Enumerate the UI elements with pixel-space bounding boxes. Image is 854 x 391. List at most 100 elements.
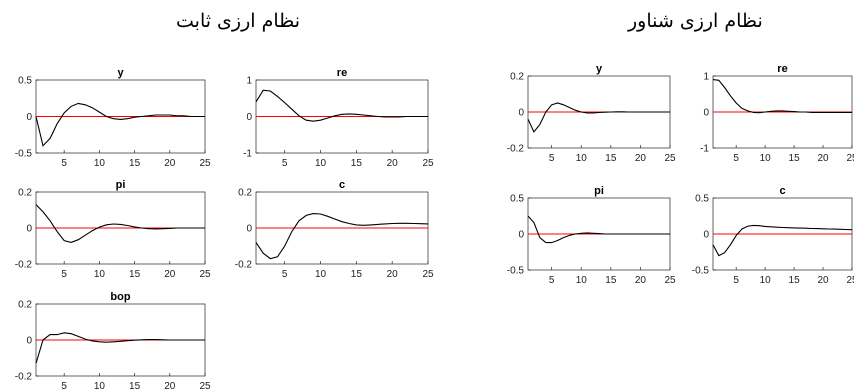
fixed-y-point bbox=[99, 112, 100, 113]
fixed-c-point bbox=[420, 223, 421, 224]
fixed-re-point bbox=[427, 116, 428, 117]
float-c-point bbox=[765, 226, 766, 227]
float-y-point bbox=[610, 111, 611, 112]
fixed-pi-xtick-label: 5 bbox=[61, 269, 67, 280]
fixed-c-point bbox=[298, 220, 299, 221]
float-re-title: re bbox=[777, 63, 787, 75]
fixed-y-point bbox=[169, 114, 170, 115]
float-pi-point bbox=[652, 233, 653, 234]
fixed-re-point bbox=[399, 116, 400, 117]
fixed-bop-ytick-label: -0.2 bbox=[15, 372, 33, 383]
float-re-ytick-label: 0 bbox=[703, 108, 709, 119]
float-re-point bbox=[828, 112, 829, 113]
fixed-re-point bbox=[420, 116, 421, 117]
float-pi-xtick-label: 20 bbox=[635, 275, 647, 286]
float-y-point bbox=[575, 110, 576, 111]
float-y-point bbox=[634, 111, 635, 112]
float-pi-point bbox=[646, 233, 647, 234]
fixed-c-point bbox=[263, 253, 264, 254]
float-c-title: c bbox=[779, 185, 785, 197]
float-c-point bbox=[822, 228, 823, 229]
float-y-ytick-label: 0.2 bbox=[510, 72, 524, 83]
fixed-regime-title: نظام ارزی ثابت bbox=[176, 10, 301, 32]
fixed-re-point bbox=[320, 120, 321, 121]
float-re-point bbox=[799, 111, 800, 112]
fixed-c-point bbox=[341, 221, 342, 222]
float-y-point bbox=[628, 111, 629, 112]
fixed-c-xtick-label: 5 bbox=[282, 269, 288, 280]
float-pi-point bbox=[628, 233, 629, 234]
fixed-bop-point bbox=[57, 334, 58, 335]
float-re-point bbox=[765, 111, 766, 112]
fixed-c-title: c bbox=[339, 179, 345, 191]
float-re-ytick-label: -1 bbox=[700, 144, 709, 155]
fixed-bop-point bbox=[35, 363, 36, 364]
float-pi-xtick-label: 10 bbox=[576, 275, 588, 286]
fixed-bop-xtick-label: 10 bbox=[94, 381, 106, 391]
fixed-bop-point bbox=[155, 339, 156, 340]
float-c-point bbox=[712, 244, 713, 245]
float-c-ytick-label: 0.5 bbox=[695, 194, 709, 205]
fixed-bop-response-line bbox=[35, 332, 205, 364]
float-pi-point bbox=[610, 233, 611, 234]
float-pi-point bbox=[563, 237, 564, 238]
float-y-point bbox=[616, 111, 617, 112]
fixed-bop-point bbox=[64, 332, 65, 333]
fixed-re-point bbox=[334, 115, 335, 116]
float-pi-point bbox=[593, 233, 594, 234]
float-pi-ytick-label: 0 bbox=[518, 230, 524, 241]
float-y-point bbox=[664, 111, 665, 112]
fixed-y-point bbox=[162, 114, 163, 115]
float-re-point bbox=[851, 112, 852, 113]
float-c-point bbox=[840, 229, 841, 230]
fixed-re-ytick-label: -1 bbox=[243, 149, 252, 160]
fixed-c-point bbox=[406, 223, 407, 224]
fixed-bop-point bbox=[169, 339, 170, 340]
float-re-point bbox=[811, 112, 812, 113]
fixed-c-point bbox=[370, 224, 371, 225]
float-c-point bbox=[718, 255, 719, 256]
fixed-bop-point bbox=[134, 340, 135, 341]
fixed-re-xtick-label: 5 bbox=[282, 158, 288, 169]
float-pi-point bbox=[587, 232, 588, 233]
fixed-re-title: re bbox=[337, 67, 347, 79]
fixed-y-response-line bbox=[35, 102, 205, 147]
float-re-point bbox=[730, 95, 731, 96]
float-y-point bbox=[622, 111, 623, 112]
float-y-point bbox=[569, 107, 570, 108]
fixed-c-point bbox=[255, 242, 256, 243]
fixed-c-panel: 0.2 0 -0.2 5 10 15 20 25 c bbox=[235, 179, 434, 280]
fixed-y-point bbox=[113, 118, 114, 119]
float-re-xtick-label: 5 bbox=[733, 153, 739, 164]
float-pi-point bbox=[634, 233, 635, 234]
fixed-pi-ytick-label: 0 bbox=[26, 224, 32, 235]
fixed-c-point bbox=[313, 213, 314, 214]
fixed-c-point bbox=[399, 223, 400, 224]
fixed-y-point bbox=[176, 115, 177, 116]
float-y-point bbox=[640, 111, 641, 112]
fixed-re-xtick-label: 10 bbox=[315, 158, 327, 169]
fixed-y-xtick-label: 20 bbox=[164, 158, 176, 169]
float-re-point bbox=[770, 111, 771, 112]
float-pi-point bbox=[557, 240, 558, 241]
fixed-y-point bbox=[71, 106, 72, 107]
fixed-c-response-line bbox=[255, 213, 429, 260]
float-re-point bbox=[822, 112, 823, 113]
float-c-panel: 0.5 0 -0.5 5 10 15 20 25 c bbox=[692, 185, 854, 286]
float-y-point bbox=[527, 119, 528, 120]
fixed-pi-ytick-label: 0.2 bbox=[18, 188, 32, 199]
fixed-bop-xtick-label: 25 bbox=[199, 381, 211, 391]
float-re-point bbox=[788, 111, 789, 112]
fixed-pi-point bbox=[183, 227, 184, 228]
float-c-point bbox=[747, 226, 748, 227]
fixed-re-point bbox=[413, 116, 414, 117]
fixed-bop-xtick-label: 5 bbox=[61, 381, 67, 391]
fixed-y-point bbox=[92, 107, 93, 108]
float-re-ytick-label: 1 bbox=[703, 72, 709, 83]
float-re-point bbox=[724, 87, 725, 88]
float-pi-point bbox=[622, 233, 623, 234]
fixed-pi-point bbox=[42, 211, 43, 212]
float-pi-xtick-label: 15 bbox=[605, 275, 617, 286]
float-y-xtick-label: 20 bbox=[635, 153, 647, 164]
